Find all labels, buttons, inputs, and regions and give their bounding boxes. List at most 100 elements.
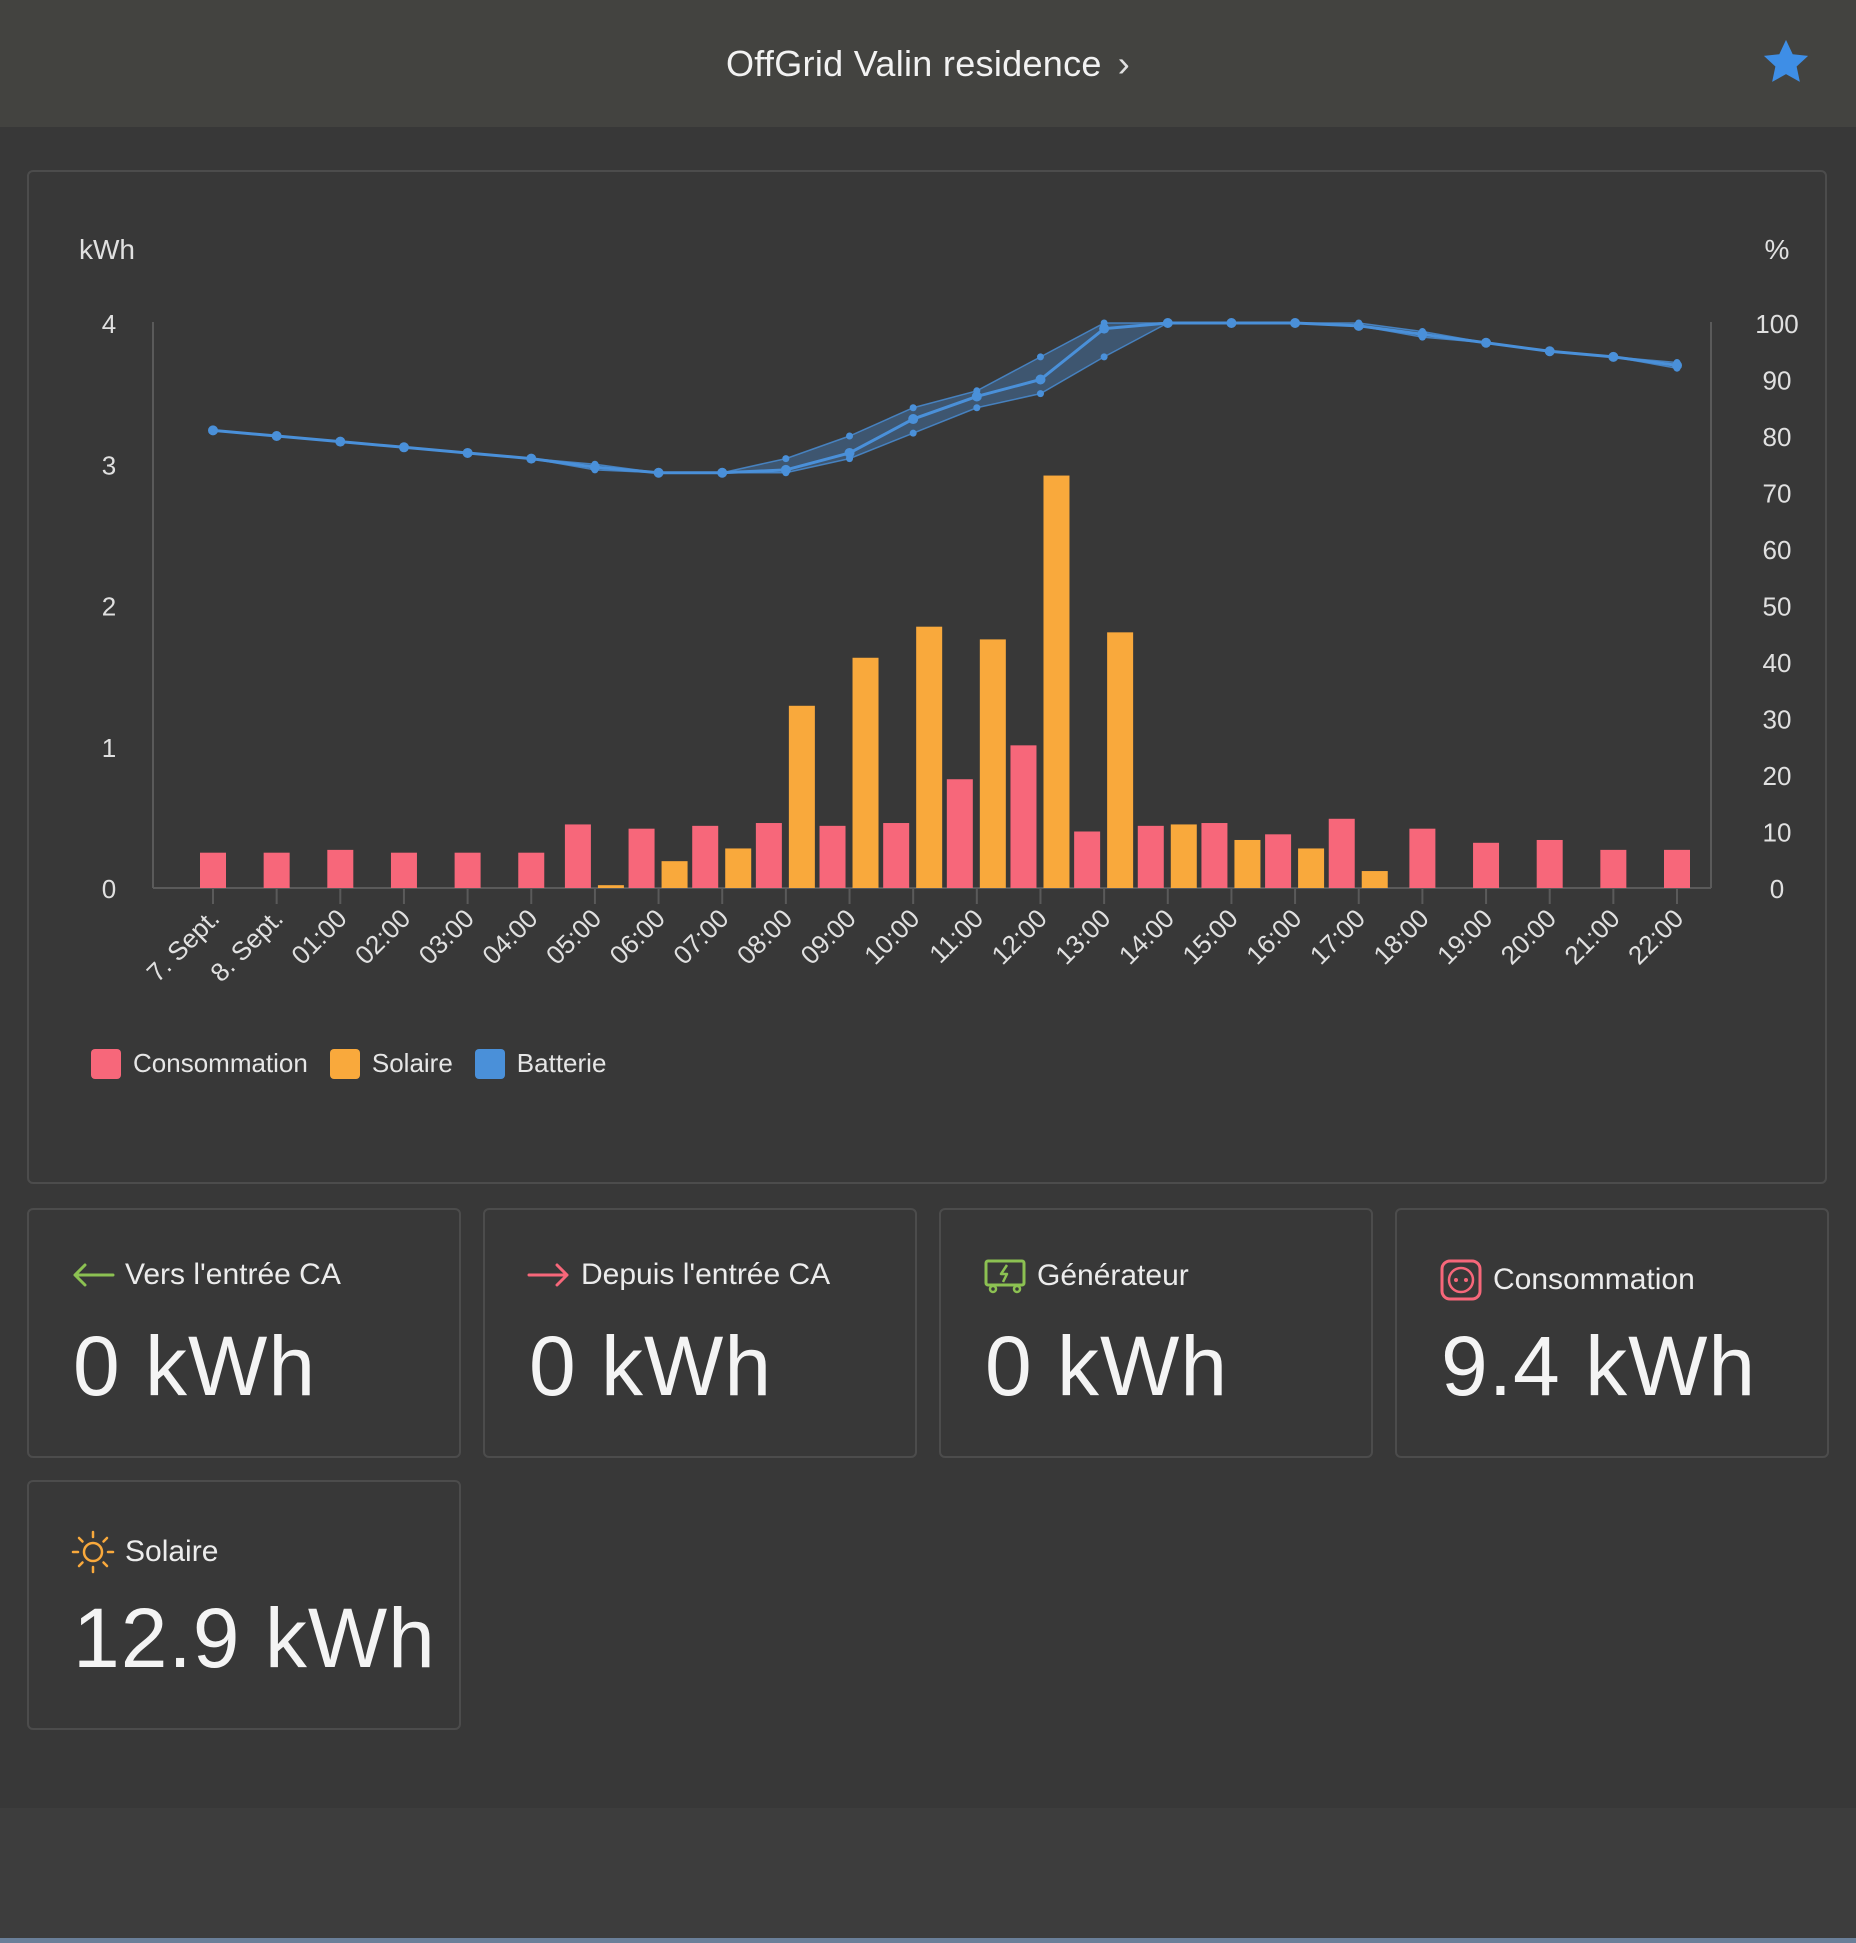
bar-solaire[interactable]: [725, 848, 752, 888]
battery-point[interactable]: [271, 431, 282, 441]
battery-point[interactable]: [526, 453, 537, 464]
x-tick-label: 10:00: [858, 903, 925, 970]
x-tick-label: 8. Sept.: [204, 903, 289, 988]
bar-solaire[interactable]: [916, 626, 943, 888]
battery-point[interactable]: [844, 447, 855, 458]
battery-point[interactable]: [1608, 351, 1619, 362]
bar-solaire[interactable]: [1361, 871, 1388, 888]
y-tick-left-label: 1: [102, 733, 116, 763]
battery-point[interactable]: [1226, 318, 1237, 328]
stat-label-solar: Solaire: [125, 1535, 219, 1568]
x-tick-label: 05:00: [540, 903, 607, 970]
stat-card-solar[interactable]: Solaire 12.9 kWh: [27, 1480, 461, 1730]
bar-consommation[interactable]: [263, 852, 290, 888]
bar-consommation[interactable]: [628, 828, 655, 888]
stat-card-consumption[interactable]: Consommation 9.4 kWh: [1395, 1208, 1829, 1458]
arrow-left-icon: [73, 1263, 115, 1287]
battery-line: [212, 321, 1678, 475]
bar-consommation[interactable]: [819, 825, 846, 888]
bar-solaire[interactable]: [979, 639, 1006, 888]
x-tick-label: 08:00: [731, 903, 798, 970]
bar-consommation[interactable]: [390, 852, 417, 888]
battery-point[interactable]: [1290, 318, 1301, 328]
bar-consommation[interactable]: [1074, 831, 1101, 889]
bar-consommation[interactable]: [755, 823, 782, 888]
bar-consommation[interactable]: [946, 779, 973, 888]
x-tick-label: 09:00: [795, 903, 862, 970]
stat-value-from-ac: 0 kWh: [529, 1319, 773, 1413]
arrow-right-icon: [527, 1263, 569, 1287]
battery-point[interactable]: [717, 467, 728, 478]
battery-point[interactable]: [398, 442, 409, 453]
legend-item-solaire[interactable]: Solaire: [329, 1048, 453, 1079]
battery-point[interactable]: [1035, 374, 1046, 385]
bar-consommation[interactable]: [200, 852, 226, 888]
x-tick-label: 13:00: [1049, 903, 1116, 970]
battery-point[interactable]: [1099, 323, 1110, 334]
bar-consommation[interactable]: [1328, 818, 1355, 888]
battery-point[interactable]: [1544, 346, 1555, 357]
chevron-right-icon[interactable]: ›: [1117, 42, 1131, 84]
bar-consommation[interactable]: [1409, 828, 1436, 888]
bar-consommation[interactable]: [518, 852, 545, 888]
stat-card-to-ac[interactable]: Vers l'entrée CA 0 kWh: [27, 1208, 461, 1458]
x-tick-label: 06:00: [604, 903, 671, 970]
battery-point[interactable]: [1162, 318, 1173, 328]
chart-card: kWh % 0 1 2 3 4 0 10 20 30 40 50 60 70 80 90 100 7. Sept…: [27, 170, 1827, 1184]
bar-solaire[interactable]: [1107, 632, 1134, 888]
battery-point[interactable]: [653, 467, 664, 478]
bar-consommation[interactable]: [327, 849, 354, 888]
bar-consommation[interactable]: [1600, 849, 1627, 888]
battery-max-point: [1036, 353, 1044, 361]
stat-label-generator: Générateur: [1037, 1259, 1189, 1292]
bar-solaire[interactable]: [852, 657, 879, 888]
battery-point[interactable]: [1481, 337, 1492, 348]
site-title-link[interactable]: OffGrid Valin residence ›: [0, 0, 1856, 127]
stat-card-from-ac[interactable]: Depuis l'entrée CA 0 kWh: [483, 1208, 917, 1458]
bar-solaire[interactable]: [661, 861, 688, 888]
battery-min-point: [1418, 333, 1426, 341]
x-tick-label: 14:00: [1113, 903, 1180, 970]
y-tick-right-label: 10: [1763, 818, 1792, 848]
bar-consommation[interactable]: [883, 823, 910, 888]
bar-consommation[interactable]: [1536, 839, 1563, 888]
legend-label-solaire: Solaire: [371, 1048, 453, 1078]
bar-solaire[interactable]: [1298, 848, 1325, 888]
y-tick-right-label: 20: [1763, 761, 1792, 791]
legend-item-batterie[interactable]: Batterie: [474, 1048, 606, 1079]
battery-point[interactable]: [208, 425, 218, 436]
bar-solaire[interactable]: [788, 705, 815, 888]
battery-min-point: [909, 429, 917, 437]
x-tick-label: 17:00: [1304, 903, 1371, 970]
stat-card-generator[interactable]: Générateur 0 kWh: [939, 1208, 1373, 1458]
stat-label-from-ac: Depuis l'entrée CA: [581, 1258, 831, 1291]
bar-consommation[interactable]: [692, 825, 719, 888]
bar-consommation[interactable]: [1473, 842, 1500, 888]
y-axis-right-label: %: [1765, 234, 1790, 265]
bar-consommation[interactable]: [1664, 849, 1690, 888]
bar-consommation[interactable]: [1137, 825, 1164, 888]
stat-value-generator: 0 kWh: [985, 1319, 1229, 1413]
site-title[interactable]: OffGrid Valin residence: [725, 42, 1102, 84]
battery-point[interactable]: [462, 447, 473, 458]
legend-item-consommation[interactable]: Consommation: [91, 1048, 308, 1079]
battery-point[interactable]: [908, 414, 919, 425]
y-tick-right-label: 60: [1763, 535, 1792, 565]
star-icon[interactable]: [1760, 36, 1812, 88]
bar-consommation[interactable]: [1201, 823, 1228, 888]
bar-consommation[interactable]: [1010, 745, 1037, 888]
x-tick-label: 19:00: [1431, 903, 1498, 970]
bar-consommation[interactable]: [1265, 834, 1292, 888]
battery-point[interactable]: [971, 391, 982, 402]
x-tick-label: 15:00: [1176, 903, 1243, 970]
battery-min-point: [1673, 364, 1681, 372]
battery-point[interactable]: [335, 436, 346, 447]
bar-solaire[interactable]: [597, 885, 624, 888]
battery-min-point: [973, 404, 981, 412]
bar-solaire[interactable]: [1043, 475, 1070, 888]
bar-solaire[interactable]: [1234, 839, 1261, 888]
bar-consommation[interactable]: [454, 852, 481, 888]
bar-consommation[interactable]: [564, 824, 591, 888]
battery-min-point: [591, 466, 599, 474]
bar-solaire[interactable]: [1170, 824, 1197, 888]
